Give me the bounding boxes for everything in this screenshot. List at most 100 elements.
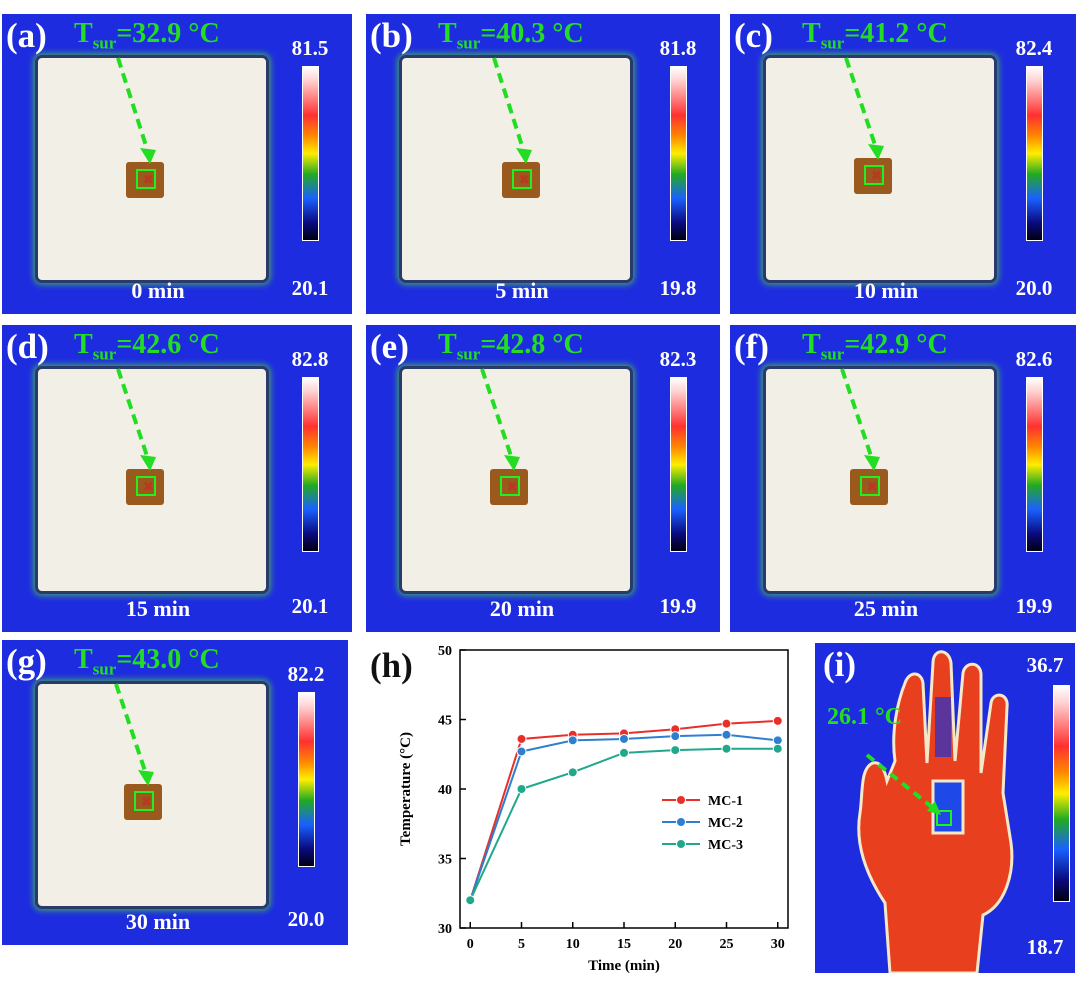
hand-scale-min: 18.7	[1026, 935, 1064, 959]
sample-spot: ✖	[126, 162, 164, 198]
x-tick-label: 15	[617, 937, 631, 952]
temperature-chart-panel: (h) 0 5 10 15 20 25 30 30 35 40 45 50 Time (min) Temp…	[352, 640, 812, 978]
crosshair-icon: ✖	[143, 173, 154, 188]
panel-label: (g)	[6, 642, 47, 681]
x-tick-label: 5	[518, 937, 525, 952]
x-tick-label: 10	[566, 937, 580, 952]
colorbar	[1026, 377, 1043, 552]
colorbar	[302, 66, 319, 241]
colorbar-max-label: 81.8	[659, 36, 697, 60]
hand-thermal-panel: (i) 26.1 °C 36.7 18.7	[815, 643, 1075, 973]
panel-label: (d)	[6, 327, 49, 366]
temperature-line-chart: 0 5 10 15 20 25 30 30 35 40 45 50 Time (min) Temperat…	[398, 644, 789, 974]
elapsed-time-label: 25 min	[853, 596, 919, 621]
data-point	[516, 746, 527, 757]
colorbar-max-label: 82.2	[287, 662, 325, 686]
colorbar-min-label: 19.8	[659, 276, 697, 300]
legend-label: MC-2	[708, 816, 743, 831]
pointer-arrow	[116, 368, 156, 471]
hand-colorbar	[1053, 685, 1070, 902]
surface-temperature: Tsur=42.9 °C	[802, 329, 948, 364]
surface-temperature: Tsur=40.3 °C	[438, 18, 584, 53]
data-point	[567, 735, 578, 746]
data-point	[516, 733, 527, 744]
colorbar-max-label: 81.5	[291, 36, 329, 60]
panel-label-i: (i)	[823, 645, 857, 684]
pointer-arrow	[844, 57, 884, 160]
surface-temperature: Tsur=32.9 °C	[74, 18, 220, 53]
pointer-arrow	[114, 683, 154, 786]
legend-marker	[676, 839, 686, 849]
data-point	[516, 784, 527, 794]
thermal-panel-e: ✖ (e) Tsur=42.8 °C 82.3 19.9 20 min	[366, 325, 720, 632]
surface-temperature: Tsur=41.2 °C	[802, 18, 948, 53]
panel-label: (f)	[734, 327, 769, 366]
crosshair-icon: ✖	[141, 795, 152, 810]
colorbar	[670, 66, 687, 241]
pointer-arrow	[492, 57, 532, 164]
colorbar	[670, 377, 687, 552]
crosshair-icon: ✖	[867, 480, 878, 495]
data-point	[772, 735, 783, 746]
colorbar-min-label: 20.1	[291, 594, 329, 618]
hand-scale-max: 36.7	[1026, 653, 1064, 677]
legend-label: MC-3	[708, 838, 743, 853]
data-point	[619, 733, 629, 744]
panel-label: (a)	[6, 16, 47, 55]
panel-label: (c)	[734, 16, 773, 55]
sample-spot: ✖	[850, 469, 888, 505]
panel-label: (b)	[370, 16, 413, 55]
data-point	[772, 743, 783, 754]
sample-spot: ✖	[124, 784, 162, 820]
colorbar	[1026, 66, 1043, 241]
data-point	[670, 745, 681, 756]
hand-temperature-label: 26.1 °C	[827, 704, 902, 730]
thermal-panel-b: ✖ (b) Tsur=40.3 °C 81.8 19.8 5 min	[366, 14, 720, 314]
data-point	[721, 718, 732, 729]
data-point	[465, 895, 476, 906]
data-point	[772, 715, 783, 726]
colorbar-min-label: 20.0	[1015, 276, 1053, 300]
colorbar-max-label: 82.8	[291, 347, 329, 371]
thermal-panel-g: ✖ (g) Tsur=43.0 °C 82.2 20.0 30 min	[2, 640, 348, 945]
colorbar-max-label: 82.4	[1015, 36, 1053, 60]
crosshair-icon: ✖	[507, 480, 518, 495]
x-tick-label: 30	[771, 937, 785, 952]
colorbar-min-label: 19.9	[1015, 594, 1053, 618]
measurement-box: ✖	[500, 476, 520, 496]
pointer-arrow	[840, 368, 880, 471]
measurement-box: ✖	[134, 791, 154, 811]
thermal-panel-d: ✖ (d) Tsur=42.6 °C 82.8 20.1 15 min	[2, 325, 352, 632]
colorbar-max-label: 82.3	[659, 347, 697, 371]
sample-spot: ✖	[126, 469, 164, 505]
measurement-box: ✖	[136, 476, 156, 496]
surface-temperature: Tsur=42.8 °C	[438, 329, 584, 364]
y-tick-label: 35	[438, 853, 452, 868]
crosshair-icon: ✖	[871, 169, 882, 184]
panel-label-h: (h)	[370, 646, 413, 685]
data-point	[721, 729, 732, 740]
thermal-panel-c: ✖ (c) Tsur=41.2 °C 82.4 20.0 10 min	[730, 14, 1076, 314]
pointer-arrow	[480, 368, 520, 471]
y-tick-label: 40	[438, 783, 452, 798]
thermal-panel-f: ✖ (f) Tsur=42.9 °C 82.6 19.9 25 min	[730, 325, 1076, 632]
colorbar	[298, 692, 315, 867]
colorbar-min-label: 20.0	[287, 907, 325, 931]
elapsed-time-label: 0 min	[131, 278, 185, 303]
thermal-panel-a: ✖ (a) Tsur=32.9 °C 81.5 20.1 0 min	[2, 14, 352, 314]
legend-label: MC-1	[708, 794, 743, 809]
x-axis-label: Time (min)	[588, 958, 660, 974]
elapsed-time-label: 30 min	[125, 909, 191, 934]
elapsed-time-label: 5 min	[495, 278, 549, 303]
legend-marker	[676, 817, 686, 827]
y-tick-label: 45	[438, 714, 452, 729]
colorbar-min-label: 20.1	[291, 276, 329, 300]
surface-temperature: Tsur=43.0 °C	[74, 644, 220, 679]
elapsed-time-label: 20 min	[489, 596, 555, 621]
colorbar-min-label: 19.9	[659, 594, 697, 618]
data-point	[619, 747, 629, 758]
sample-spot: ✖	[854, 158, 892, 194]
sample-spot: ✖	[502, 162, 540, 198]
data-point	[670, 731, 681, 742]
crosshair-icon: ✖	[519, 173, 530, 188]
